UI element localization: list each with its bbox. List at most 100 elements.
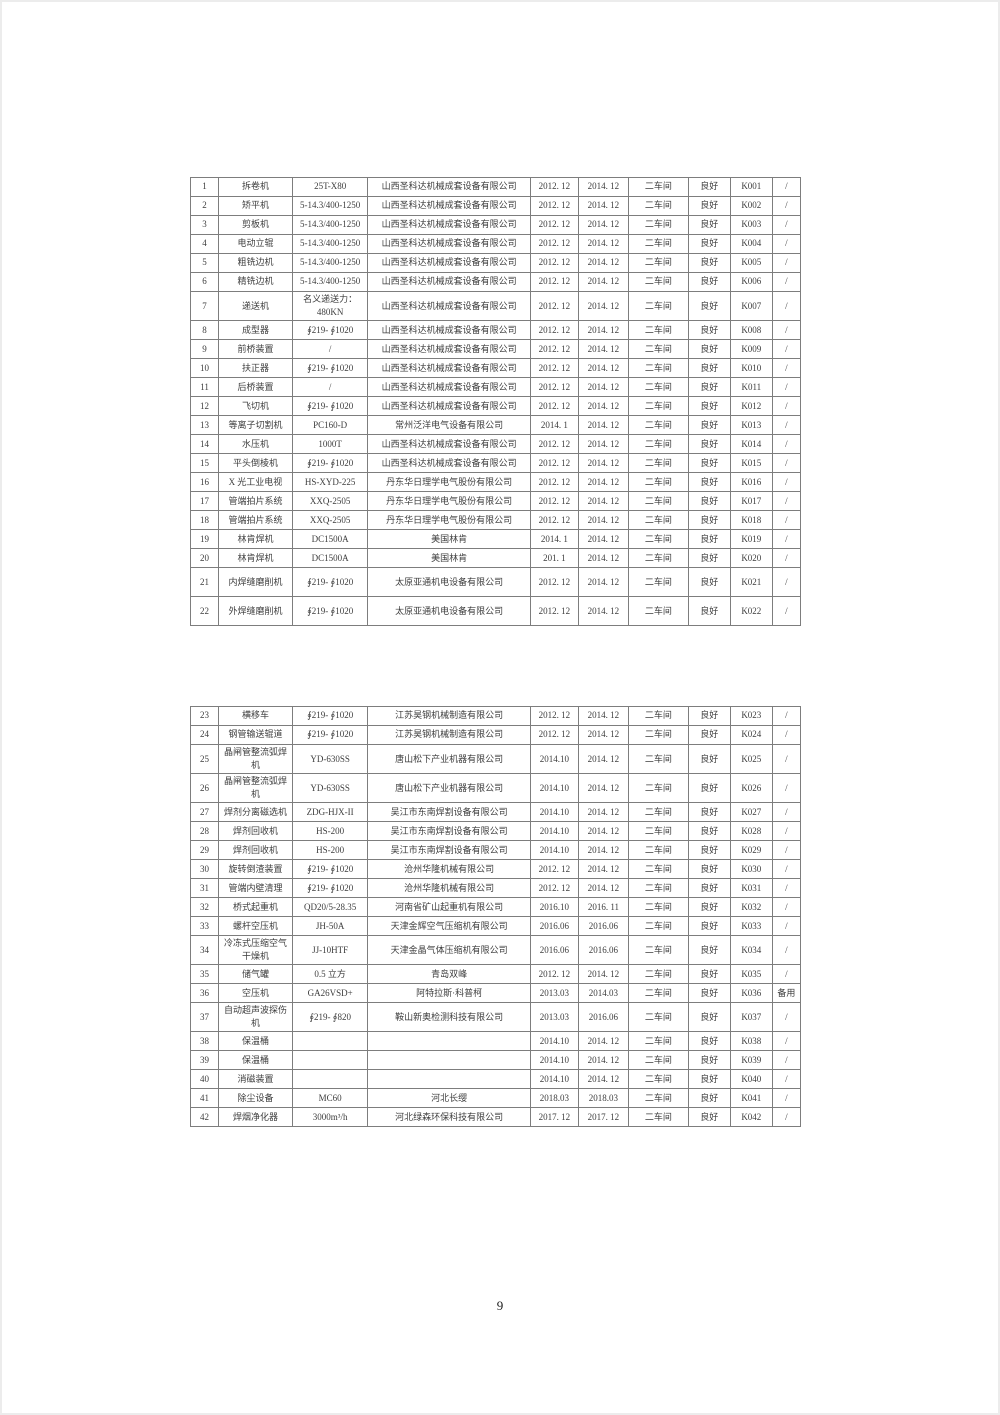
row-index: 42	[189, 1107, 220, 1128]
row-index: 2	[189, 196, 220, 216]
model-spec: ∮219- ∮1020	[291, 706, 369, 726]
location: 二车间	[627, 548, 689, 569]
remark: /	[771, 529, 802, 550]
table-row: 29 焊剂回收机 HS-200 吴江市东南焊割设备有限公司 2014.10 2014. 1…	[189, 840, 802, 861]
purchase-date: 2012. 12	[529, 396, 579, 417]
purchase-date: 2016.06	[529, 935, 579, 966]
commission-date: 2014. 12	[577, 859, 629, 880]
equipment-code: K035	[729, 964, 773, 985]
row-index: 40	[189, 1069, 220, 1090]
location: 二车间	[627, 596, 689, 627]
commission-date: 2014. 12	[577, 773, 629, 804]
row-index: 13	[189, 415, 220, 436]
remark: /	[771, 859, 802, 880]
location: 二车间	[627, 567, 689, 598]
remark: /	[771, 548, 802, 569]
manufacturer: 山西圣科达机械成套设备有限公司	[367, 377, 531, 398]
location: 二车间	[627, 1050, 689, 1071]
purchase-date: 2016.06	[529, 916, 579, 937]
status: 良好	[687, 339, 731, 360]
commission-date: 2014. 12	[577, 743, 629, 775]
status: 良好	[687, 802, 731, 823]
equipment-name: 桥式起重机	[218, 897, 293, 918]
model-spec: ZDG-HJX-II	[291, 802, 369, 823]
equipment-code: K018	[729, 510, 773, 531]
equipment-name: 剪板机	[218, 215, 293, 235]
purchase-date: 2012. 12	[529, 377, 579, 398]
row-index: 30	[189, 859, 220, 880]
table-row: 5 粗铣边机 5-14.3/400-1250 山西圣科达机械成套设备有限公司 2012.…	[189, 253, 802, 273]
equipment-name: 水压机	[218, 434, 293, 455]
location: 二车间	[627, 529, 689, 550]
model-spec: XXQ-2505	[291, 510, 369, 531]
model-spec: /	[291, 377, 369, 398]
purchase-date: 2014.10	[529, 802, 579, 823]
model-spec: ∮219- ∮1020	[291, 878, 369, 899]
purchase-date: 2012. 12	[529, 196, 579, 216]
table-row: 15 平头倒棱机 ∮219- ∮1020 山西圣科达机械成套设备有限公司 2012. 1…	[189, 453, 802, 474]
status: 良好	[687, 859, 731, 880]
commission-date: 2014.03	[577, 983, 629, 1004]
model-spec: ∮219- ∮1020	[291, 320, 369, 341]
model-spec: DC1500A	[291, 529, 369, 550]
page-number: 9	[496, 1298, 504, 1313]
status: 良好	[687, 1002, 731, 1033]
status: 良好	[687, 196, 731, 216]
status: 良好	[687, 840, 731, 861]
row-index: 27	[189, 802, 220, 823]
row-index: 15	[189, 453, 220, 474]
purchase-date: 2014.10	[529, 773, 579, 804]
equipment-name: 钢管输送辊道	[218, 725, 293, 745]
equipment-code: K019	[729, 529, 773, 550]
purchase-date: 2012. 12	[529, 253, 579, 273]
manufacturer: 丹东华日理学电气股份有限公司	[367, 510, 531, 531]
purchase-date: 2014. 1	[529, 529, 579, 550]
purchase-date: 2012. 12	[529, 878, 579, 899]
manufacturer: 吴江市东南焊割设备有限公司	[367, 802, 531, 823]
commission-date: 2014. 12	[577, 177, 629, 197]
row-index: 11	[189, 377, 220, 398]
purchase-date: 2017. 12	[529, 1107, 579, 1128]
remark: /	[771, 1002, 802, 1033]
location: 二车间	[627, 339, 689, 360]
equipment-code: K012	[729, 396, 773, 417]
purchase-date: 2012. 12	[529, 215, 579, 235]
location: 二车间	[627, 1088, 689, 1109]
model-spec: YD-630SS	[291, 773, 369, 804]
commission-date: 2014. 12	[577, 453, 629, 474]
manufacturer: 江苏昊钢机械制造有限公司	[367, 725, 531, 745]
manufacturer: 山西圣科达机械成套设备有限公司	[367, 358, 531, 379]
commission-date: 2014. 12	[577, 339, 629, 360]
commission-date: 2014. 12	[577, 1069, 629, 1090]
equipment-name: 内焊缝磨削机	[218, 567, 293, 598]
row-index: 39	[189, 1050, 220, 1071]
table-row: 20 林肯焊机 DC1500A 美国林肯 201. 1 2014. 12 二车间 良好 K020…	[189, 548, 802, 569]
remark: /	[771, 196, 802, 216]
commission-date: 2014. 12	[577, 234, 629, 254]
equipment-code: K003	[729, 215, 773, 235]
equipment-name: 后桥装置	[218, 377, 293, 398]
manufacturer: 常州泛洋电气设备有限公司	[367, 415, 531, 436]
status: 良好	[687, 706, 731, 726]
table-row: 16 X 光工业电视 HS-XYD-225 丹东华日理学电气股份有限公司 2012. 1…	[189, 472, 802, 493]
purchase-date: 2012. 12	[529, 596, 579, 627]
purchase-date: 2012. 12	[529, 725, 579, 745]
remark: /	[771, 964, 802, 985]
commission-date: 2016. 11	[577, 897, 629, 918]
equipment-name: 自动超声波探伤机	[218, 1002, 293, 1033]
commission-date: 2014. 12	[577, 840, 629, 861]
equipment-name: 消磁装置	[218, 1069, 293, 1090]
status: 良好	[687, 510, 731, 531]
equipment-name: 扶正器	[218, 358, 293, 379]
purchase-date: 2012. 12	[529, 272, 579, 292]
location: 二车间	[627, 821, 689, 842]
location: 二车间	[627, 706, 689, 726]
remark: /	[771, 234, 802, 254]
row-index: 10	[189, 358, 220, 379]
status: 良好	[687, 878, 731, 899]
commission-date: 2014. 12	[577, 320, 629, 341]
commission-date: 2014. 12	[577, 491, 629, 512]
manufacturer: 山西圣科达机械成套设备有限公司	[367, 320, 531, 341]
status: 良好	[687, 529, 731, 550]
equipment-code: K020	[729, 548, 773, 569]
